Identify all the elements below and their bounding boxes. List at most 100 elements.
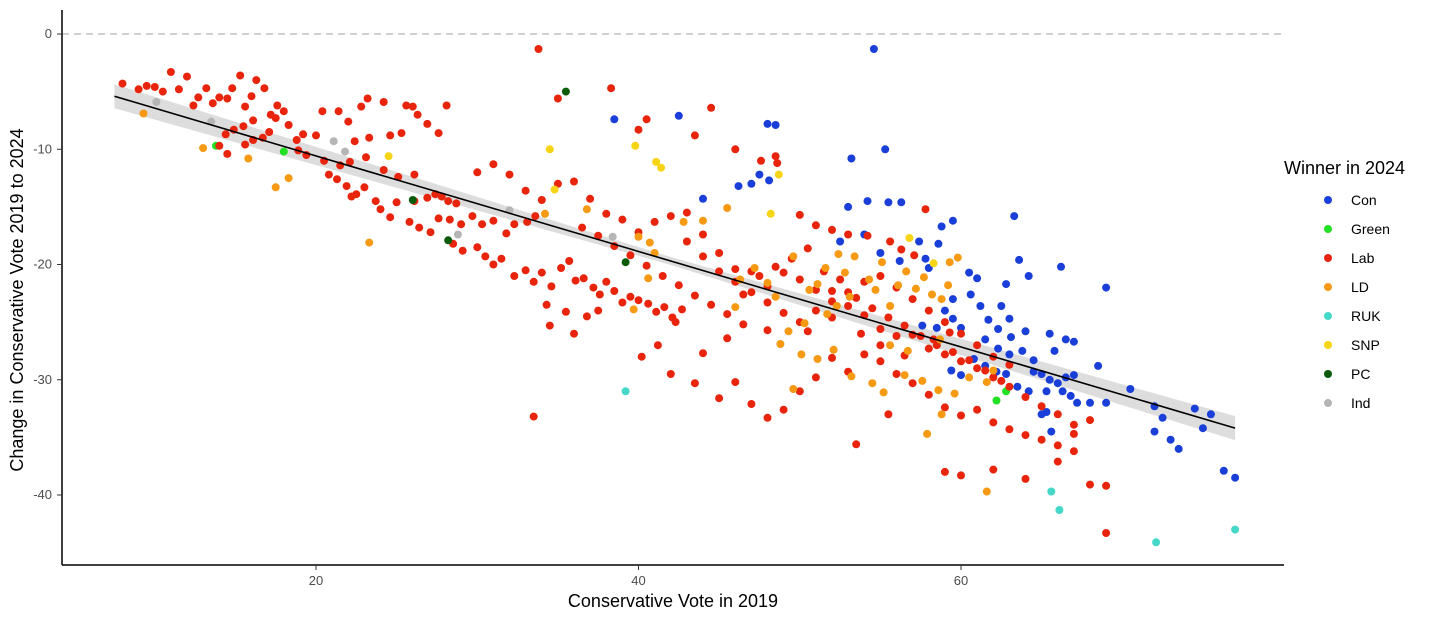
data-point-ld	[982, 378, 991, 387]
data-point-con	[1158, 413, 1167, 422]
legend-item-lab: Lab	[1324, 250, 1375, 266]
data-point-green	[279, 147, 288, 156]
data-point-con	[1174, 444, 1183, 453]
y-axis-title: Change in Conservative Vote 2019 to 2024	[7, 128, 27, 471]
data-point-ld	[868, 379, 877, 388]
data-point-ruk	[621, 387, 630, 396]
data-point-lab	[434, 129, 443, 138]
data-point-lab	[529, 412, 538, 421]
data-point-lab	[1053, 441, 1062, 450]
data-point-con	[674, 111, 683, 120]
data-point-lab	[739, 290, 748, 299]
data-point-con	[1045, 329, 1054, 338]
x-tick-label: 40	[631, 573, 645, 588]
data-point-lab	[586, 194, 595, 203]
series-pc	[408, 87, 630, 267]
data-point-ld	[679, 217, 688, 226]
data-point-con	[984, 315, 993, 324]
legend-item-ind: Ind	[1324, 395, 1370, 411]
data-point-lab	[1005, 360, 1014, 369]
data-point-ld	[840, 268, 849, 277]
data-point-lab	[836, 275, 845, 284]
data-point-lab	[699, 252, 707, 261]
data-point-lab	[571, 276, 580, 285]
legend-swatch	[1324, 370, 1332, 378]
data-point-lab	[537, 268, 546, 277]
data-point-lab	[223, 94, 232, 103]
data-point-lab	[408, 102, 417, 111]
data-point-con	[771, 121, 780, 129]
data-point-lab	[521, 186, 530, 195]
data-point-lab	[221, 130, 230, 139]
data-point-ld	[829, 345, 838, 354]
data-point-lab	[570, 177, 578, 186]
data-point-snp	[929, 259, 938, 268]
data-point-lab	[376, 205, 385, 214]
data-point-lab	[570, 329, 578, 338]
data-point-snp	[774, 170, 783, 179]
data-point-lab	[989, 418, 998, 427]
data-point-lab	[715, 394, 724, 403]
data-point-ld	[644, 274, 653, 283]
data-point-lab	[444, 197, 453, 206]
data-point-ruk	[1152, 538, 1161, 547]
data-point-ld	[800, 319, 809, 328]
data-point-ld	[813, 355, 822, 363]
data-point-lab	[312, 131, 320, 140]
data-point-con	[981, 335, 990, 344]
legend-label: RUK	[1351, 308, 1381, 324]
data-point-lab	[626, 251, 635, 260]
data-point-lab	[989, 465, 998, 474]
data-point-lab	[707, 103, 716, 112]
legend-swatch	[1324, 341, 1332, 349]
data-point-lab	[1069, 447, 1078, 456]
data-point-lab	[803, 244, 812, 253]
data-point-lab	[392, 198, 401, 207]
data-point-lab	[505, 170, 514, 179]
data-point-con	[1021, 327, 1030, 336]
data-point-lab	[884, 313, 893, 322]
data-point-lab	[410, 170, 419, 179]
data-point-con	[863, 197, 872, 206]
data-point-lab	[215, 93, 224, 102]
data-point-lab	[924, 390, 933, 399]
data-point-lab	[773, 159, 782, 168]
data-point-ld	[139, 109, 148, 118]
data-point-lab	[473, 243, 482, 252]
data-point-con	[1102, 398, 1111, 407]
data-point-lab	[265, 128, 274, 136]
data-point-lab	[607, 84, 616, 93]
data-point-ld	[937, 410, 946, 419]
data-point-con	[1015, 255, 1024, 264]
data-point-lab	[910, 251, 919, 260]
data-point-lab	[699, 349, 707, 358]
data-point-ld	[900, 371, 909, 380]
x-tick-label: 20	[309, 573, 323, 588]
data-point-con	[699, 194, 707, 203]
data-point-lab	[142, 81, 151, 90]
data-point-ld	[934, 386, 943, 395]
data-point-con	[1231, 473, 1240, 482]
data-point-snp	[766, 209, 775, 218]
data-point-con	[1002, 280, 1011, 289]
data-point-lab	[273, 101, 282, 110]
data-point-con	[1190, 404, 1199, 413]
data-point-lab	[795, 387, 804, 396]
data-point-lab	[690, 131, 699, 140]
data-point-lab	[731, 145, 740, 154]
data-point-lab	[534, 45, 543, 53]
data-point-lab	[397, 129, 406, 138]
data-point-lab	[202, 84, 211, 93]
data-point-ind	[453, 230, 462, 239]
data-point-lab	[876, 272, 885, 280]
data-point-ld	[919, 273, 928, 282]
data-point-ind	[341, 147, 349, 156]
data-point-con	[847, 154, 856, 163]
data-point-lab	[423, 193, 432, 202]
data-point-lab	[908, 379, 917, 388]
data-point-ld	[771, 292, 780, 301]
data-point-lab	[478, 220, 487, 229]
data-point-lab	[731, 265, 740, 274]
data-point-lab	[779, 308, 788, 317]
data-point-lab	[594, 231, 603, 240]
